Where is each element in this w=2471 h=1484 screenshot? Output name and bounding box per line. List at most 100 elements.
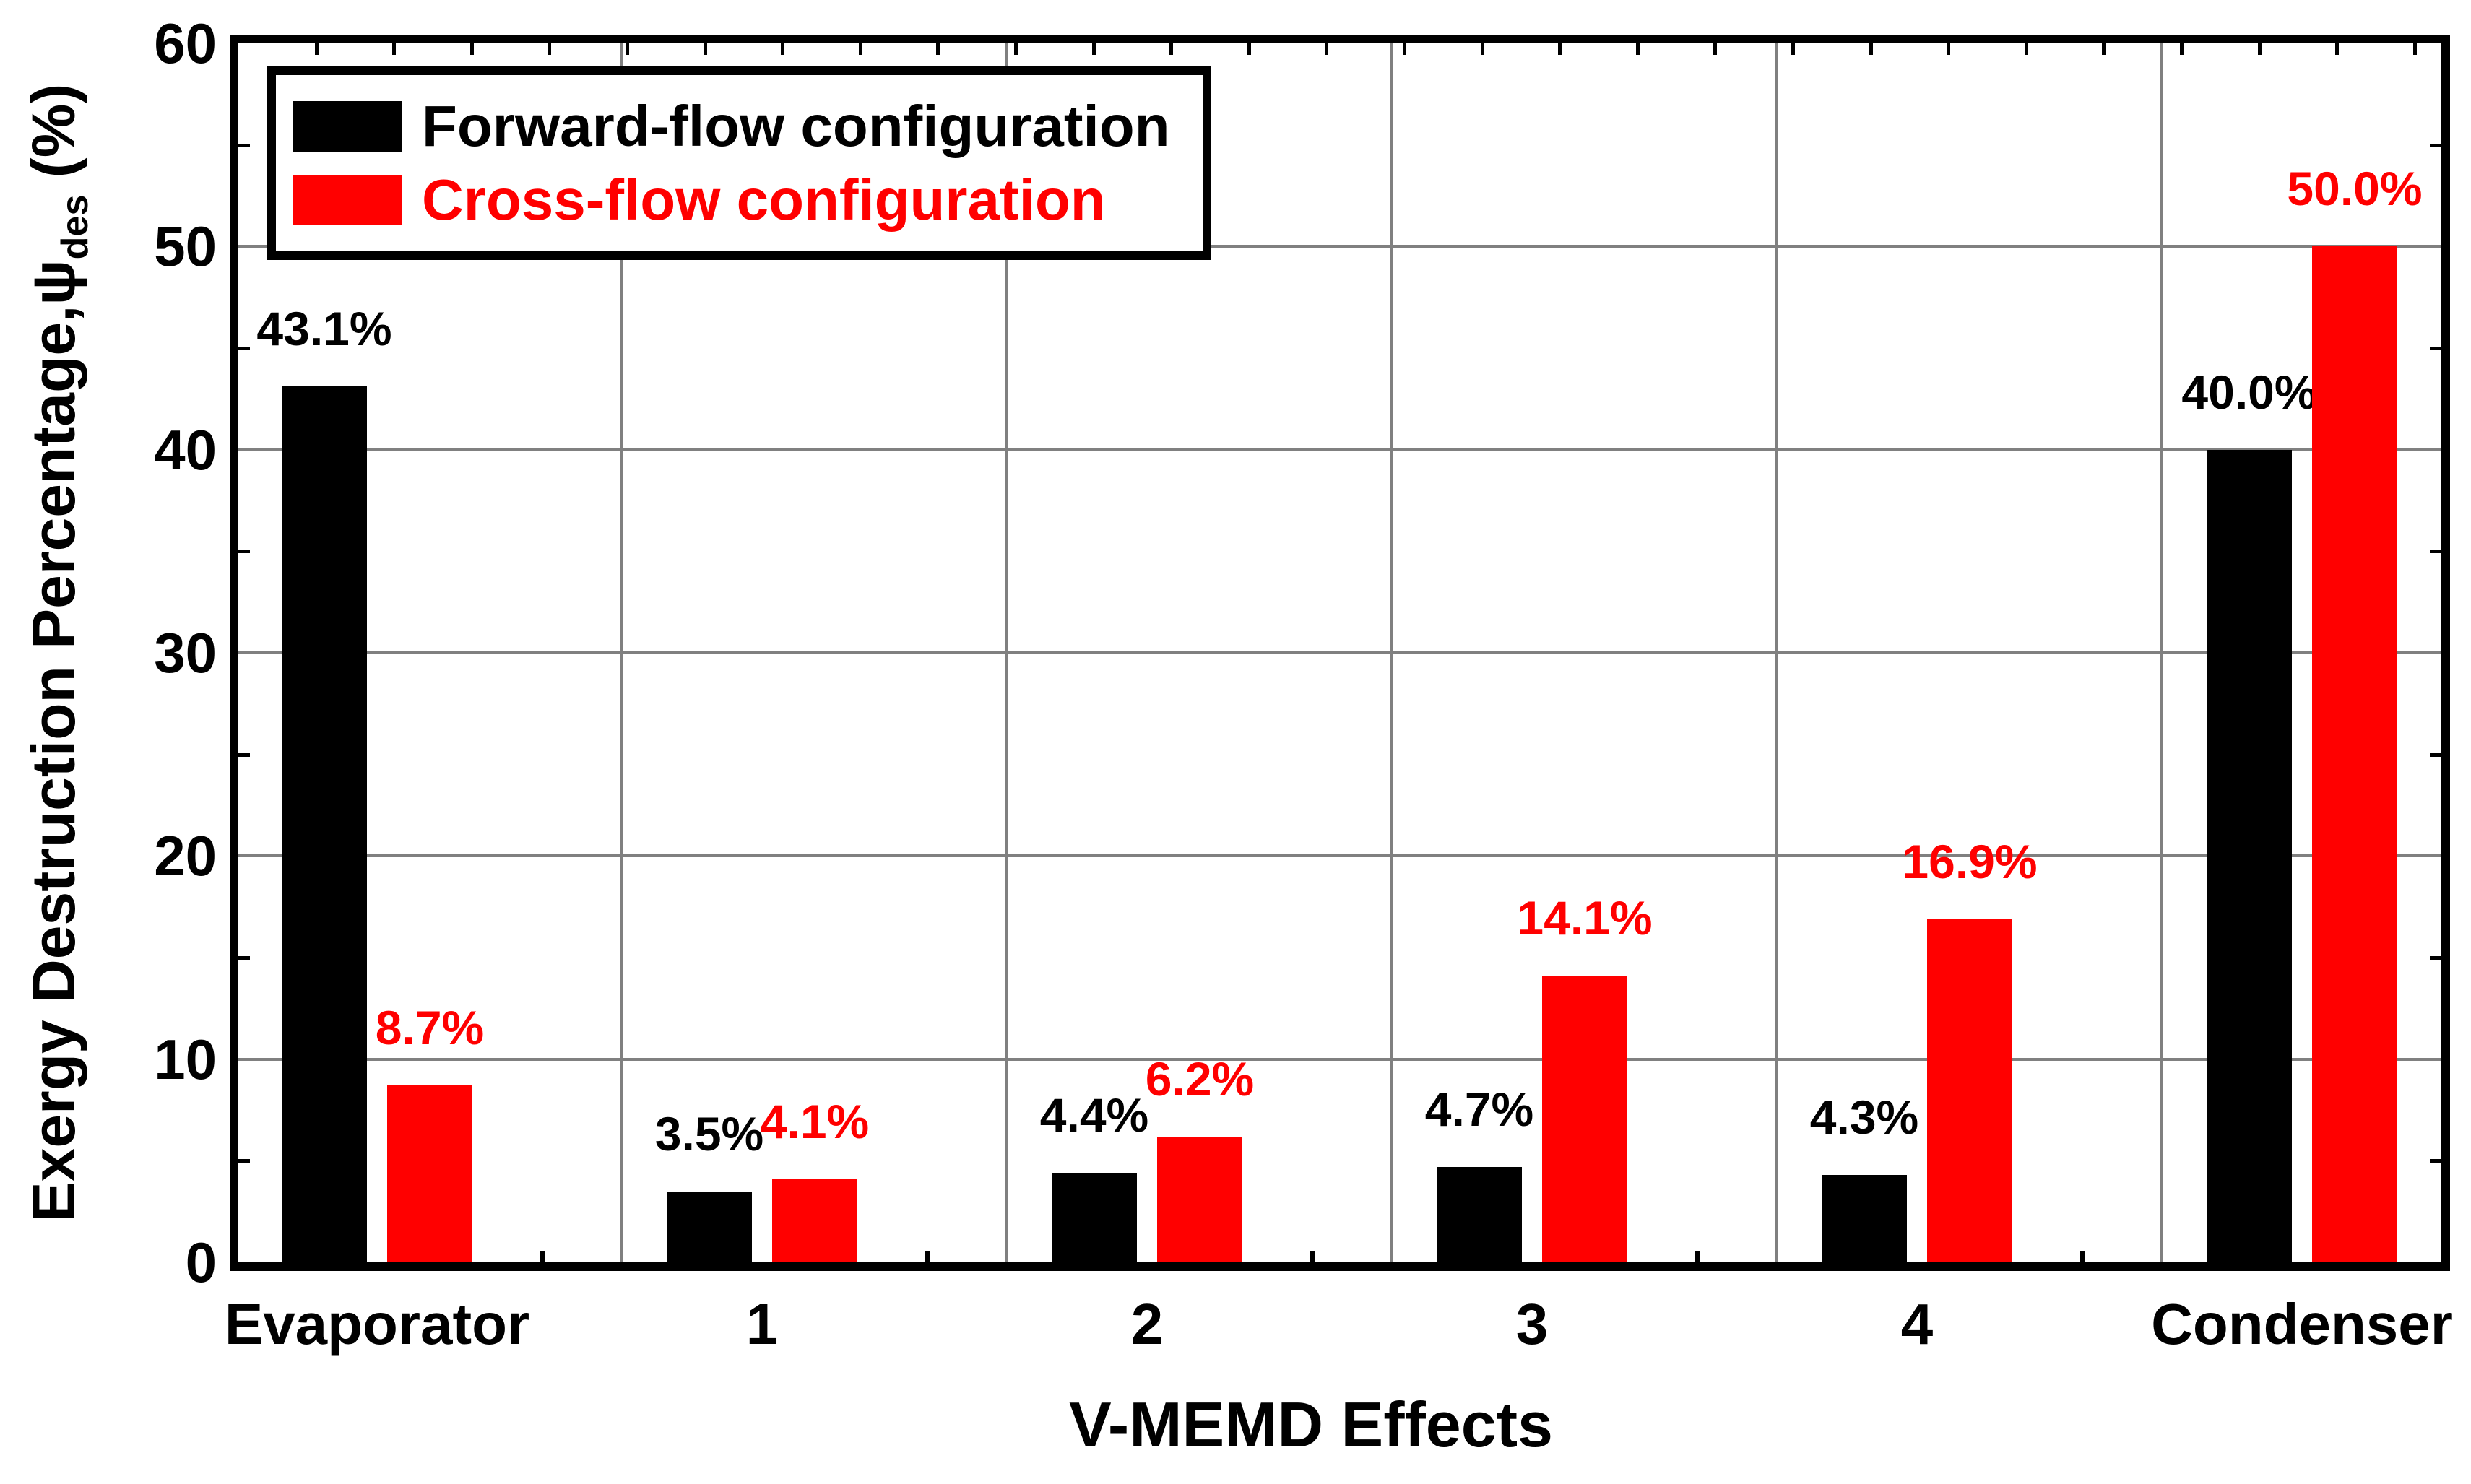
v-gridline	[1775, 43, 1778, 1262]
x-minor-tick-bottom	[1310, 1251, 1315, 1262]
y-axis-title-suffix: (%)	[20, 83, 88, 195]
legend: Forward-flow configuration Cross-flow con…	[267, 66, 1212, 260]
x-minor-tick-top	[936, 43, 940, 55]
x-minor-tick-top	[469, 43, 474, 55]
x-minor-tick-top	[392, 43, 397, 55]
bar-forward-flow	[1822, 1175, 1907, 1262]
bar-forward-flow	[2207, 449, 2292, 1262]
x-axis-title: V-MEMD Effects	[1069, 1389, 1553, 1460]
bar-cross-flow	[772, 1179, 857, 1262]
x-category-label: Condenser	[2151, 1292, 2453, 1356]
x-category-label: 4	[1900, 1292, 1934, 1356]
x-minor-tick-top	[1169, 43, 1174, 55]
x-minor-tick-top	[1403, 43, 1406, 55]
x-minor-tick-bottom	[1695, 1251, 1700, 1262]
x-minor-tick-top	[1325, 43, 1329, 55]
bar-cross-flow	[2312, 246, 2397, 1262]
y-minor-tick-right	[2430, 347, 2441, 350]
y-minor-tick-left	[238, 1159, 250, 1163]
x-minor-tick-top	[548, 43, 552, 55]
x-category-label: 1	[745, 1292, 779, 1356]
y-minor-tick-left	[238, 143, 250, 147]
legend-label: Cross-flow configuration	[422, 168, 1106, 232]
bar-cross-flow	[1927, 919, 2012, 1262]
x-minor-tick-top	[2257, 43, 2262, 55]
x-minor-tick-top	[1869, 43, 1873, 55]
y-minor-tick-right	[2430, 956, 2441, 960]
y-axis-title-subscript: des	[53, 194, 96, 260]
x-minor-tick-top	[2180, 43, 2184, 55]
y-tick-label: 50	[154, 214, 217, 279]
bar-value-label: 16.9%	[1902, 834, 2038, 888]
x-minor-tick-top	[858, 43, 862, 55]
x-minor-tick-top	[1247, 43, 1251, 55]
x-minor-tick-top	[1947, 43, 1951, 55]
legend-swatch	[293, 101, 402, 152]
v-gridline	[1005, 43, 1008, 1262]
plot-area: 43.1% 3.5% 4.4% 4.7% 4.3% 40.0% 8.7% 4.1% 6.2% 14…	[238, 43, 2441, 1262]
y-tick-label: 20	[154, 824, 217, 888]
legend-label: Forward-flow configuration	[422, 94, 1170, 158]
y-tick-label: 60	[154, 12, 217, 75]
bar-cross-flow	[387, 1085, 472, 1262]
x-category-label: 2	[1130, 1292, 1164, 1356]
bar-value-label: 4.4%	[1039, 1088, 1149, 1142]
x-minor-tick-top	[1635, 43, 1640, 55]
bar-value-label: 4.1%	[760, 1094, 870, 1148]
bar-forward-flow	[1437, 1166, 1522, 1262]
bar-forward-flow	[667, 1191, 752, 1262]
x-minor-tick-top	[314, 43, 319, 55]
plot-border	[230, 35, 2450, 1271]
y-minor-tick-left	[238, 347, 250, 350]
x-minor-tick-top	[1791, 43, 1795, 55]
y-axis-title-prefix: Exergy Destruction Percentage,ψ	[20, 259, 88, 1223]
h-gridline	[238, 854, 2441, 858]
bar-value-label: 4.3%	[1809, 1090, 1919, 1145]
v-gridline	[620, 43, 623, 1262]
x-minor-tick-top	[1558, 43, 1562, 55]
x-category-label: 3	[1515, 1292, 1549, 1356]
bar-value-label: 14.1%	[1517, 891, 1653, 945]
legend-row: Forward-flow configuration	[293, 90, 1169, 163]
y-tick-label: 40	[154, 417, 217, 482]
bar-value-label: 43.1%	[256, 302, 392, 356]
x-category-label: Evaporator	[224, 1292, 530, 1356]
y-minor-tick-right	[2430, 1159, 2441, 1163]
bar-cross-flow	[1157, 1136, 1242, 1262]
y-tick-label: 10	[154, 1027, 217, 1091]
y-minor-tick-left	[238, 550, 250, 554]
bar-cross-flow	[1542, 976, 1627, 1262]
v-gridline	[1390, 43, 1393, 1262]
x-minor-tick-top	[1014, 43, 1018, 55]
x-minor-tick-bottom	[540, 1251, 545, 1262]
x-minor-tick-bottom	[2080, 1251, 2085, 1262]
x-minor-tick-top	[1480, 43, 1484, 55]
x-minor-tick-top	[2412, 43, 2417, 55]
bar-value-label: 50.0%	[2287, 162, 2423, 216]
x-minor-tick-top	[1091, 43, 1096, 55]
y-minor-tick-right	[2430, 550, 2441, 554]
h-gridline	[238, 448, 2441, 451]
y-minor-tick-right	[2430, 752, 2441, 757]
x-minor-tick-top	[703, 43, 707, 55]
x-minor-tick-bottom	[925, 1251, 930, 1262]
h-gridline	[238, 1057, 2441, 1061]
x-minor-tick-top	[2102, 43, 2106, 55]
bar-value-label: 40.0%	[2181, 365, 2317, 419]
h-gridline	[238, 245, 2441, 248]
x-minor-tick-top	[626, 43, 629, 55]
y-tick-label: 30	[154, 621, 217, 685]
y-minor-tick-left	[238, 956, 250, 960]
bar-forward-flow	[1052, 1173, 1137, 1262]
bar-value-label: 8.7%	[375, 1001, 485, 1055]
x-minor-tick-top	[2024, 43, 2028, 55]
x-minor-tick-top	[1713, 43, 1718, 55]
y-tick-label: 0	[185, 1231, 217, 1294]
h-gridline	[238, 651, 2441, 654]
y-axis-title: Exergy Destruction Percentage,ψdes (%)	[19, 84, 97, 1223]
y-minor-tick-left	[238, 752, 250, 757]
bar-forward-flow	[282, 386, 367, 1262]
legend-swatch	[293, 175, 402, 225]
v-gridline	[2160, 43, 2163, 1262]
